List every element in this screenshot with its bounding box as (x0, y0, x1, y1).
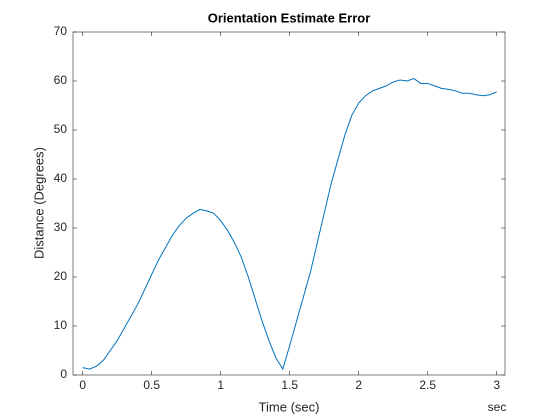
y-axis-label: Distance (Degrees) (31, 147, 46, 259)
y-tick-label: 70 (54, 24, 68, 38)
x-tick-label: 3 (493, 378, 500, 392)
data-line (82, 77, 497, 371)
x-unit-label: sec (488, 400, 507, 414)
y-tick-label: 20 (54, 269, 68, 283)
y-tick-label: 30 (54, 220, 68, 234)
chart-title: Orientation Estimate Error (208, 10, 371, 25)
x-tick-label: 2.5 (419, 378, 436, 392)
y-tick-label: 40 (54, 171, 68, 185)
x-tick-label: 1.5 (281, 378, 298, 392)
x-tick-label: 1 (217, 378, 224, 392)
x-tick-label: 0 (79, 378, 86, 392)
y-tick-label: 0 (60, 367, 67, 381)
y-tick-label: 60 (54, 73, 68, 87)
x-tick-label: 2 (355, 378, 362, 392)
y-tick-label: 10 (54, 318, 68, 332)
y-tick-label: 50 (54, 122, 68, 136)
plot-box (72, 31, 506, 376)
x-axis-label: Time (sec) (259, 399, 320, 414)
x-tick-label: 0.5 (143, 378, 160, 392)
